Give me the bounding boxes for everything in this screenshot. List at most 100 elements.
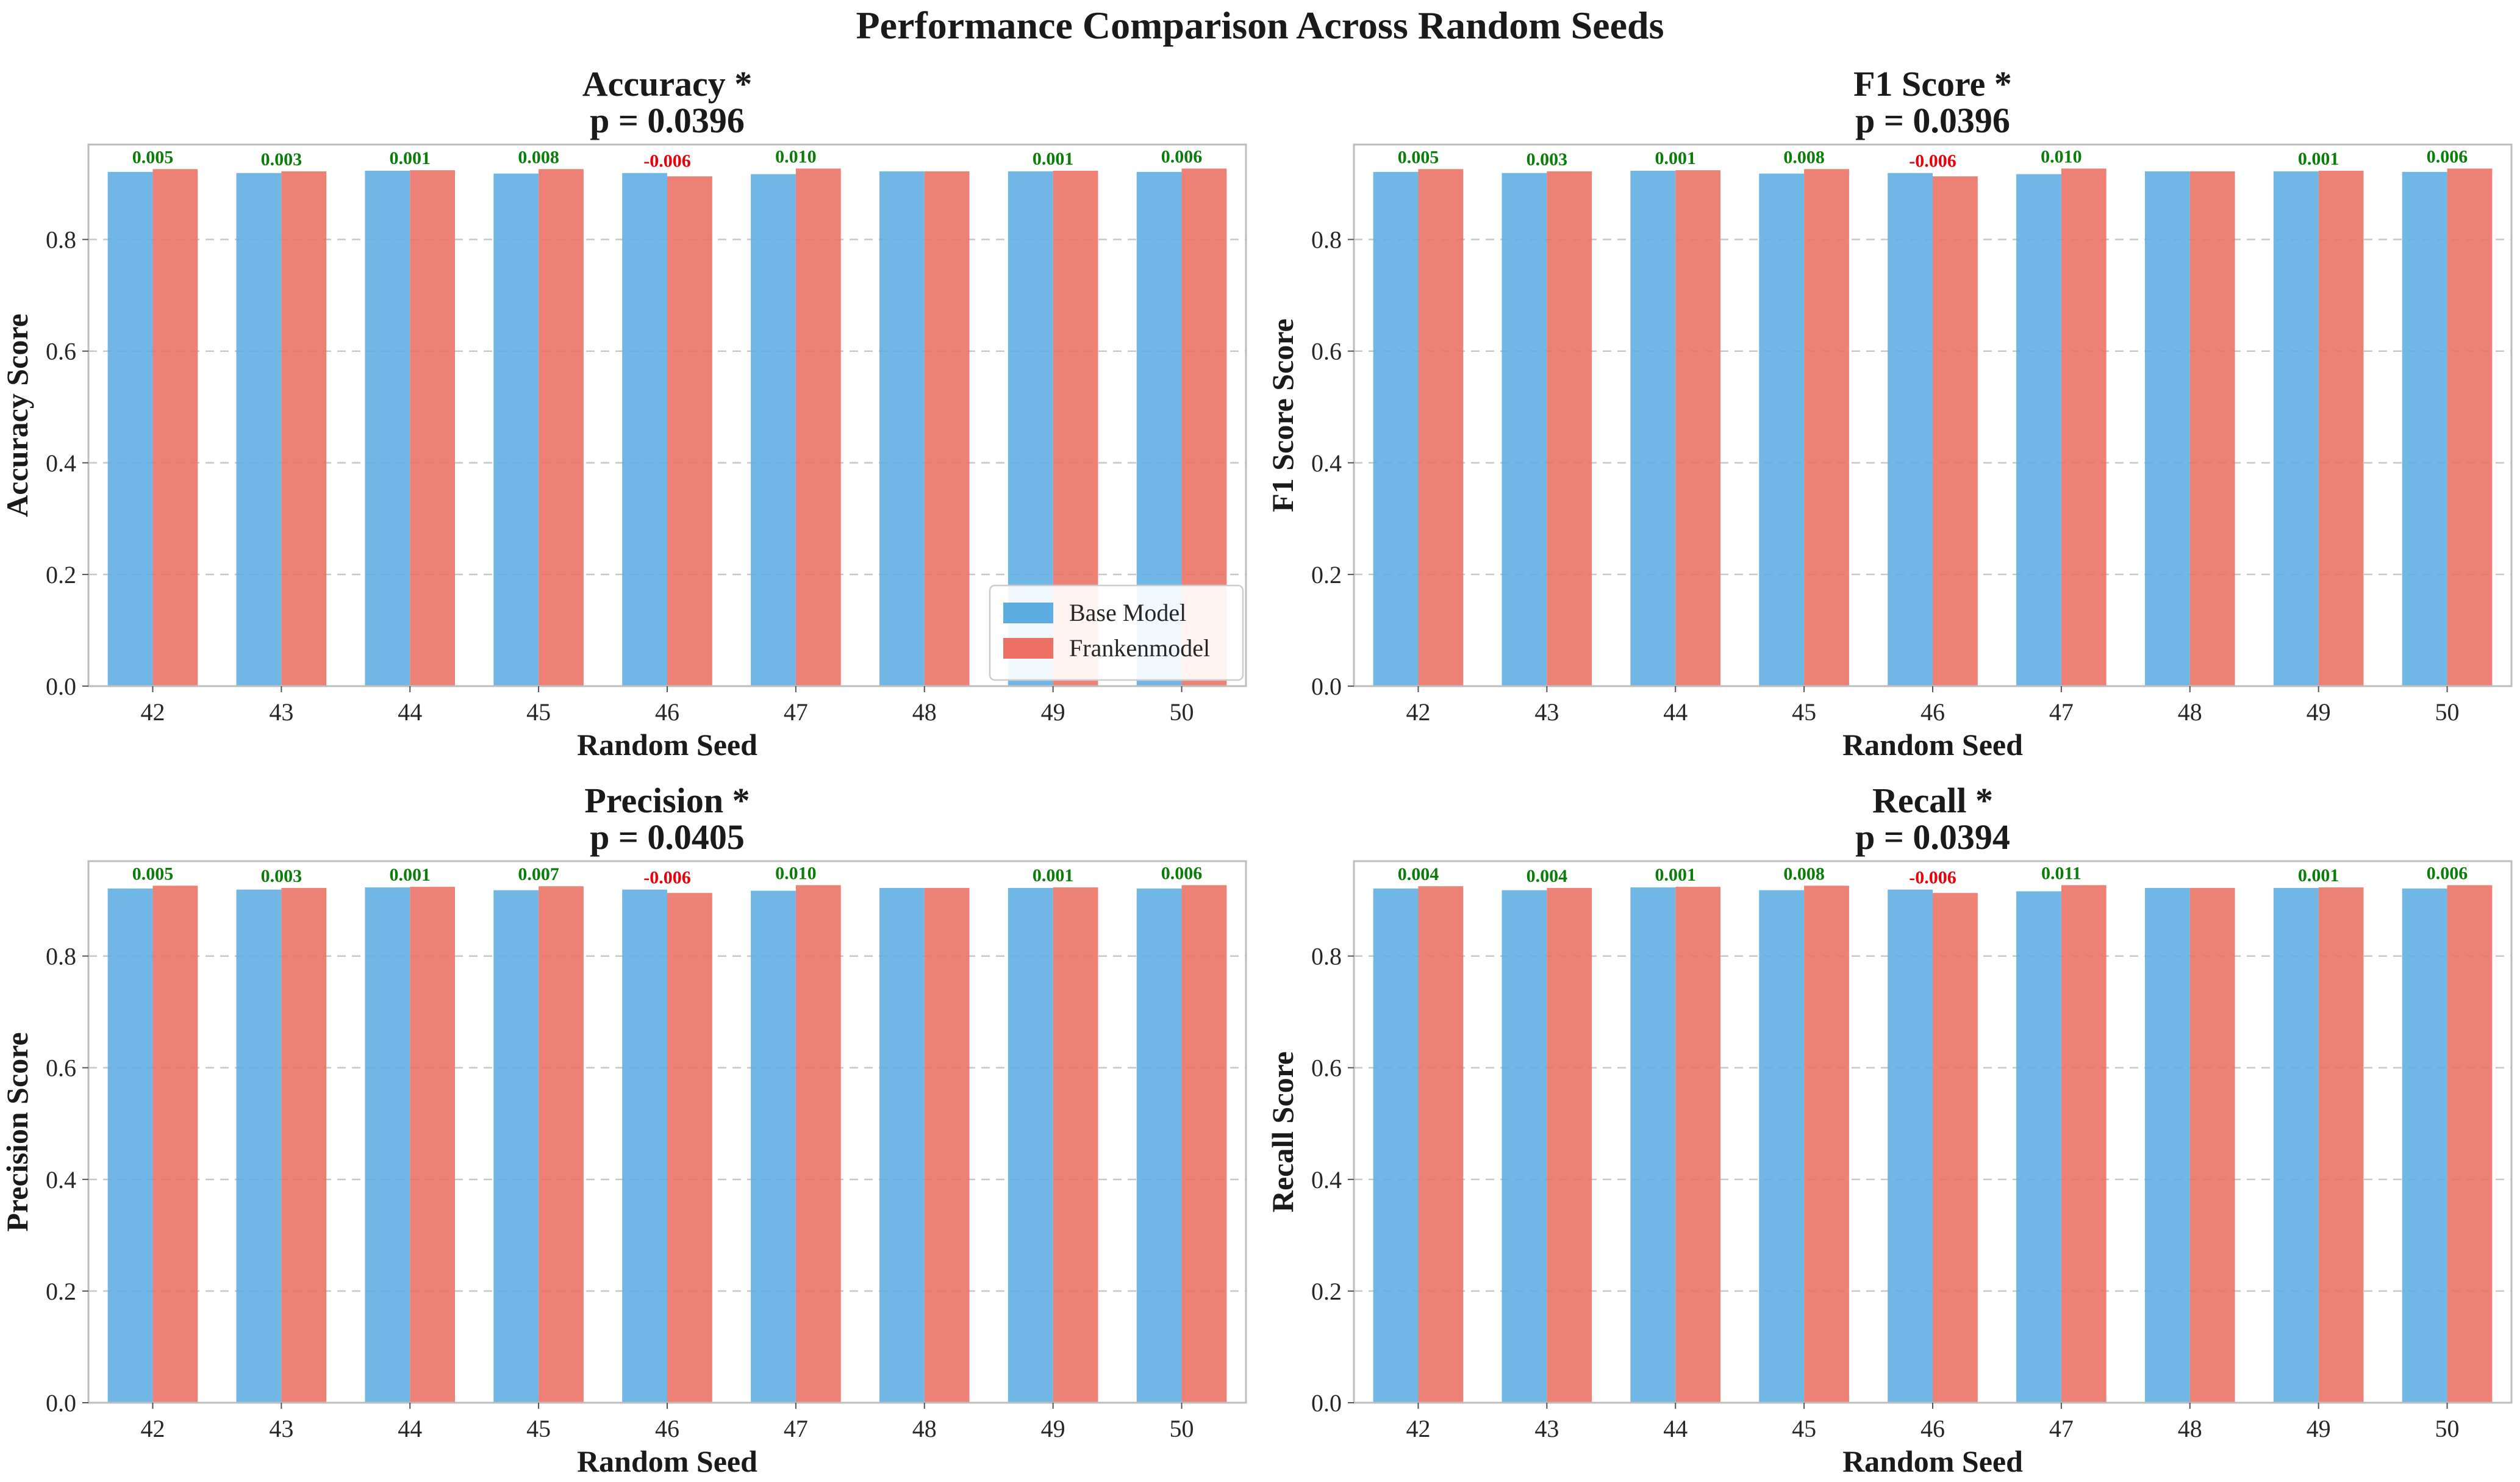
bar-franken-47 [2061, 168, 2107, 686]
x-tick-label: 45 [526, 698, 551, 726]
x-tick-label: 45 [526, 1415, 551, 1442]
bar-franken-46 [667, 893, 712, 1403]
y-tick-label: 0.0 [46, 1389, 76, 1417]
bar-franken-43 [281, 887, 327, 1403]
y-axis-label: F1 Score Score [1265, 318, 1300, 512]
bar-franken-46 [667, 176, 712, 686]
bar-base-50 [2402, 171, 2447, 686]
bar-base-45 [493, 890, 539, 1403]
bar-base-49 [2273, 887, 2319, 1403]
bar-franken-45 [539, 886, 584, 1403]
x-tick-label: 49 [1041, 698, 1065, 726]
delta-label-50: 0.006 [2427, 863, 2468, 883]
bar-base-43 [236, 173, 282, 686]
bar-franken-46 [1933, 893, 1978, 1403]
legend: Base Model Frankenmodel [989, 584, 1244, 681]
delta-label-44: 0.001 [389, 148, 431, 168]
x-tick-label: 48 [912, 698, 937, 726]
bar-base-47 [751, 890, 796, 1403]
bar-franken-44 [410, 887, 456, 1403]
bar-franken-44 [1675, 887, 1721, 1403]
legend-label-1: Frankenmodel [1069, 634, 1210, 662]
x-tick-label: 49 [2307, 1415, 2331, 1442]
delta-label-44: 0.001 [1655, 148, 1696, 168]
delta-label-50: 0.006 [1161, 863, 1203, 883]
x-tick-label: 43 [269, 1415, 293, 1442]
bar-base-48 [879, 887, 925, 1403]
y-tick-label: 0.2 [1311, 1278, 1342, 1305]
delta-label-42: 0.004 [1398, 864, 1439, 884]
x-tick-label: 44 [1663, 698, 1688, 726]
x-tick-label: 44 [398, 1415, 422, 1442]
x-axis-label: Random Seed [1842, 1444, 2023, 1478]
bar-franken-43 [1547, 171, 1592, 686]
x-axis-label: Random Seed [577, 1444, 757, 1478]
bar-base-42 [107, 888, 153, 1403]
x-tick-label: 45 [1792, 698, 1816, 726]
x-tick-label: 42 [1406, 1415, 1430, 1442]
delta-label-42: 0.005 [132, 864, 174, 884]
x-axis-label: Random Seed [1842, 728, 2023, 762]
legend-swatch-1 [1003, 638, 1053, 659]
delta-label-47: 0.010 [775, 146, 817, 166]
bar-franken-48 [2189, 887, 2235, 1403]
delta-label-42: 0.005 [132, 147, 174, 167]
delta-label-46: -0.006 [1909, 151, 1956, 171]
x-tick-label: 45 [1792, 1415, 1816, 1442]
bar-franken-45 [1804, 169, 1849, 687]
bar-base-45 [1759, 173, 1805, 686]
bar-base-43 [1502, 890, 1547, 1403]
x-tick-label: 47 [784, 698, 808, 726]
bar-base-50 [2402, 888, 2447, 1403]
x-tick-label: 47 [2049, 698, 2074, 726]
bar-base-46 [1888, 889, 1933, 1403]
chart-panel-3: 0.005 0.003 0.001 0.007 -0.006 0.010 0.001 0.00… [0, 781, 1247, 1478]
bar-franken-43 [1547, 887, 1592, 1403]
delta-label-44: 0.001 [1655, 865, 1696, 885]
y-tick-label: 0.8 [46, 943, 76, 970]
bar-franken-50 [1181, 885, 1227, 1403]
y-tick-label: 0.4 [46, 449, 76, 477]
delta-label-42: 0.005 [1398, 147, 1439, 167]
bar-base-43 [1502, 173, 1547, 686]
bar-franken-45 [539, 169, 584, 687]
bar-base-47 [2016, 891, 2061, 1403]
chart-panel-4: 0.004 0.004 0.001 0.008 -0.006 0.011 0.001 0.00… [1265, 781, 2513, 1478]
delta-label-49: 0.001 [2298, 865, 2339, 886]
delta-label-46: -0.006 [643, 151, 691, 171]
x-tick-label: 49 [1041, 1415, 1065, 1442]
y-axis-label: Recall Score [1265, 1051, 1300, 1212]
delta-label-45: 0.008 [1783, 147, 1825, 167]
x-tick-label: 48 [912, 1415, 937, 1442]
bar-franken-47 [2061, 885, 2107, 1403]
x-tick-label: 46 [655, 698, 679, 726]
bar-franken-49 [1053, 887, 1098, 1403]
x-tick-label: 42 [140, 1415, 165, 1442]
x-tick-label: 44 [1663, 1415, 1688, 1442]
x-tick-label: 50 [1170, 698, 1194, 726]
bar-franken-42 [152, 169, 198, 687]
delta-label-47: 0.011 [2041, 863, 2082, 883]
subplot-title: Accuracy * [582, 64, 753, 104]
bar-base-49 [1008, 887, 1053, 1403]
x-tick-label: 42 [140, 698, 165, 726]
bar-base-47 [751, 174, 796, 686]
bar-franken-49 [2318, 887, 2364, 1403]
delta-label-46: -0.006 [1909, 868, 1956, 888]
bar-franken-45 [1804, 886, 1849, 1403]
x-tick-label: 50 [2435, 698, 2460, 726]
x-tick-label: 46 [655, 1415, 679, 1442]
bar-base-43 [236, 889, 282, 1403]
bar-franken-49 [2318, 171, 2364, 686]
y-tick-label: 0.8 [1311, 226, 1342, 254]
y-tick-label: 0.6 [1311, 338, 1342, 365]
x-axis-label: Random Seed [577, 728, 757, 762]
subplot-pvalue: p = 0.0394 [1855, 817, 2010, 857]
subplot-pvalue: p = 0.0405 [590, 817, 745, 857]
y-tick-label: 0.6 [1311, 1054, 1342, 1082]
bar-franken-42 [1418, 169, 1464, 687]
bar-base-44 [1630, 171, 1676, 686]
bar-base-47 [2016, 174, 2061, 686]
figure-title: Performance Comparison Across Random See… [856, 4, 1664, 47]
x-tick-label: 46 [1920, 698, 1945, 726]
